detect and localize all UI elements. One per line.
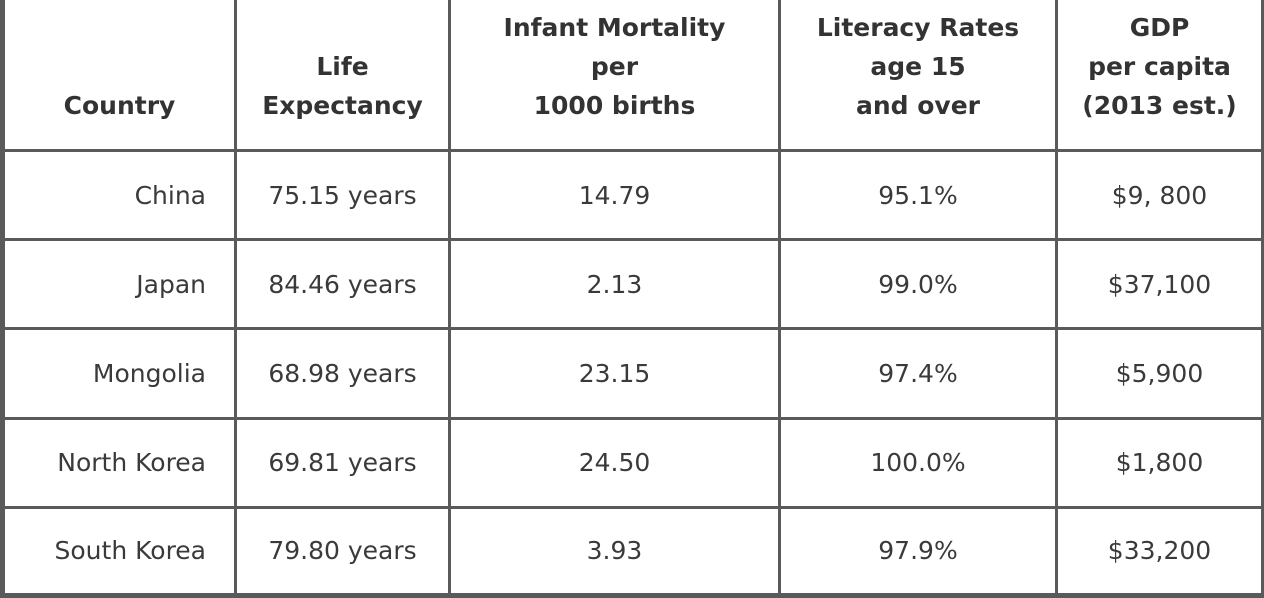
cell-infant-mortality: 24.50 — [451, 419, 781, 509]
cell-gdp-per-capita: $9, 800 — [1058, 152, 1264, 242]
header-country: Country — [0, 0, 237, 152]
cell-gdp-per-capita: $33,200 — [1058, 508, 1264, 598]
cell-literacy-rate: 95.1% — [781, 152, 1058, 242]
header-literacy-rates: Literacy Rates age 15 and over — [781, 0, 1058, 152]
cell-gdp-per-capita: $1,800 — [1058, 419, 1264, 509]
header-life-expectancy: Life Expectancy — [237, 0, 451, 152]
cell-country: North Korea — [0, 419, 237, 509]
table-row: China 75.15 years 14.79 95.1% $9, 800 — [0, 152, 1264, 242]
cell-infant-mortality: 23.15 — [451, 330, 781, 420]
cell-gdp-per-capita: $5,900 — [1058, 330, 1264, 420]
cell-life-expectancy: 75.15 years — [237, 152, 451, 242]
table-row: South Korea 79.80 years 3.93 97.9% $33,2… — [0, 508, 1264, 598]
header-row: Country Life Expectancy Infant Mortality… — [0, 0, 1264, 152]
cell-life-expectancy: 84.46 years — [237, 241, 451, 331]
cell-infant-mortality: 3.93 — [451, 508, 781, 598]
header-gdp-per-capita: GDP per capita (2013 est.) — [1058, 0, 1264, 152]
cell-country: Mongolia — [0, 330, 237, 420]
cell-life-expectancy: 69.81 years — [237, 419, 451, 509]
cell-literacy-rate: 97.9% — [781, 508, 1058, 598]
table-row: North Korea 69.81 years 24.50 100.0% $1,… — [0, 419, 1264, 509]
cell-country: China — [0, 152, 237, 242]
cell-country: Japan — [0, 241, 237, 331]
header-infant-mortality: Infant Mortality per 1000 births — [451, 0, 781, 152]
cell-literacy-rate: 99.0% — [781, 241, 1058, 331]
table-row: Japan 84.46 years 2.13 99.0% $37,100 — [0, 241, 1264, 331]
cell-gdp-per-capita: $37,100 — [1058, 241, 1264, 331]
cell-literacy-rate: 100.0% — [781, 419, 1058, 509]
cell-infant-mortality: 14.79 — [451, 152, 781, 242]
cell-literacy-rate: 97.4% — [781, 330, 1058, 420]
cell-life-expectancy: 79.80 years — [237, 508, 451, 598]
cell-infant-mortality: 2.13 — [451, 241, 781, 331]
cell-life-expectancy: 68.98 years — [237, 330, 451, 420]
cell-country: South Korea — [0, 508, 237, 598]
table-row: Mongolia 68.98 years 23.15 97.4% $5,900 — [0, 330, 1264, 420]
